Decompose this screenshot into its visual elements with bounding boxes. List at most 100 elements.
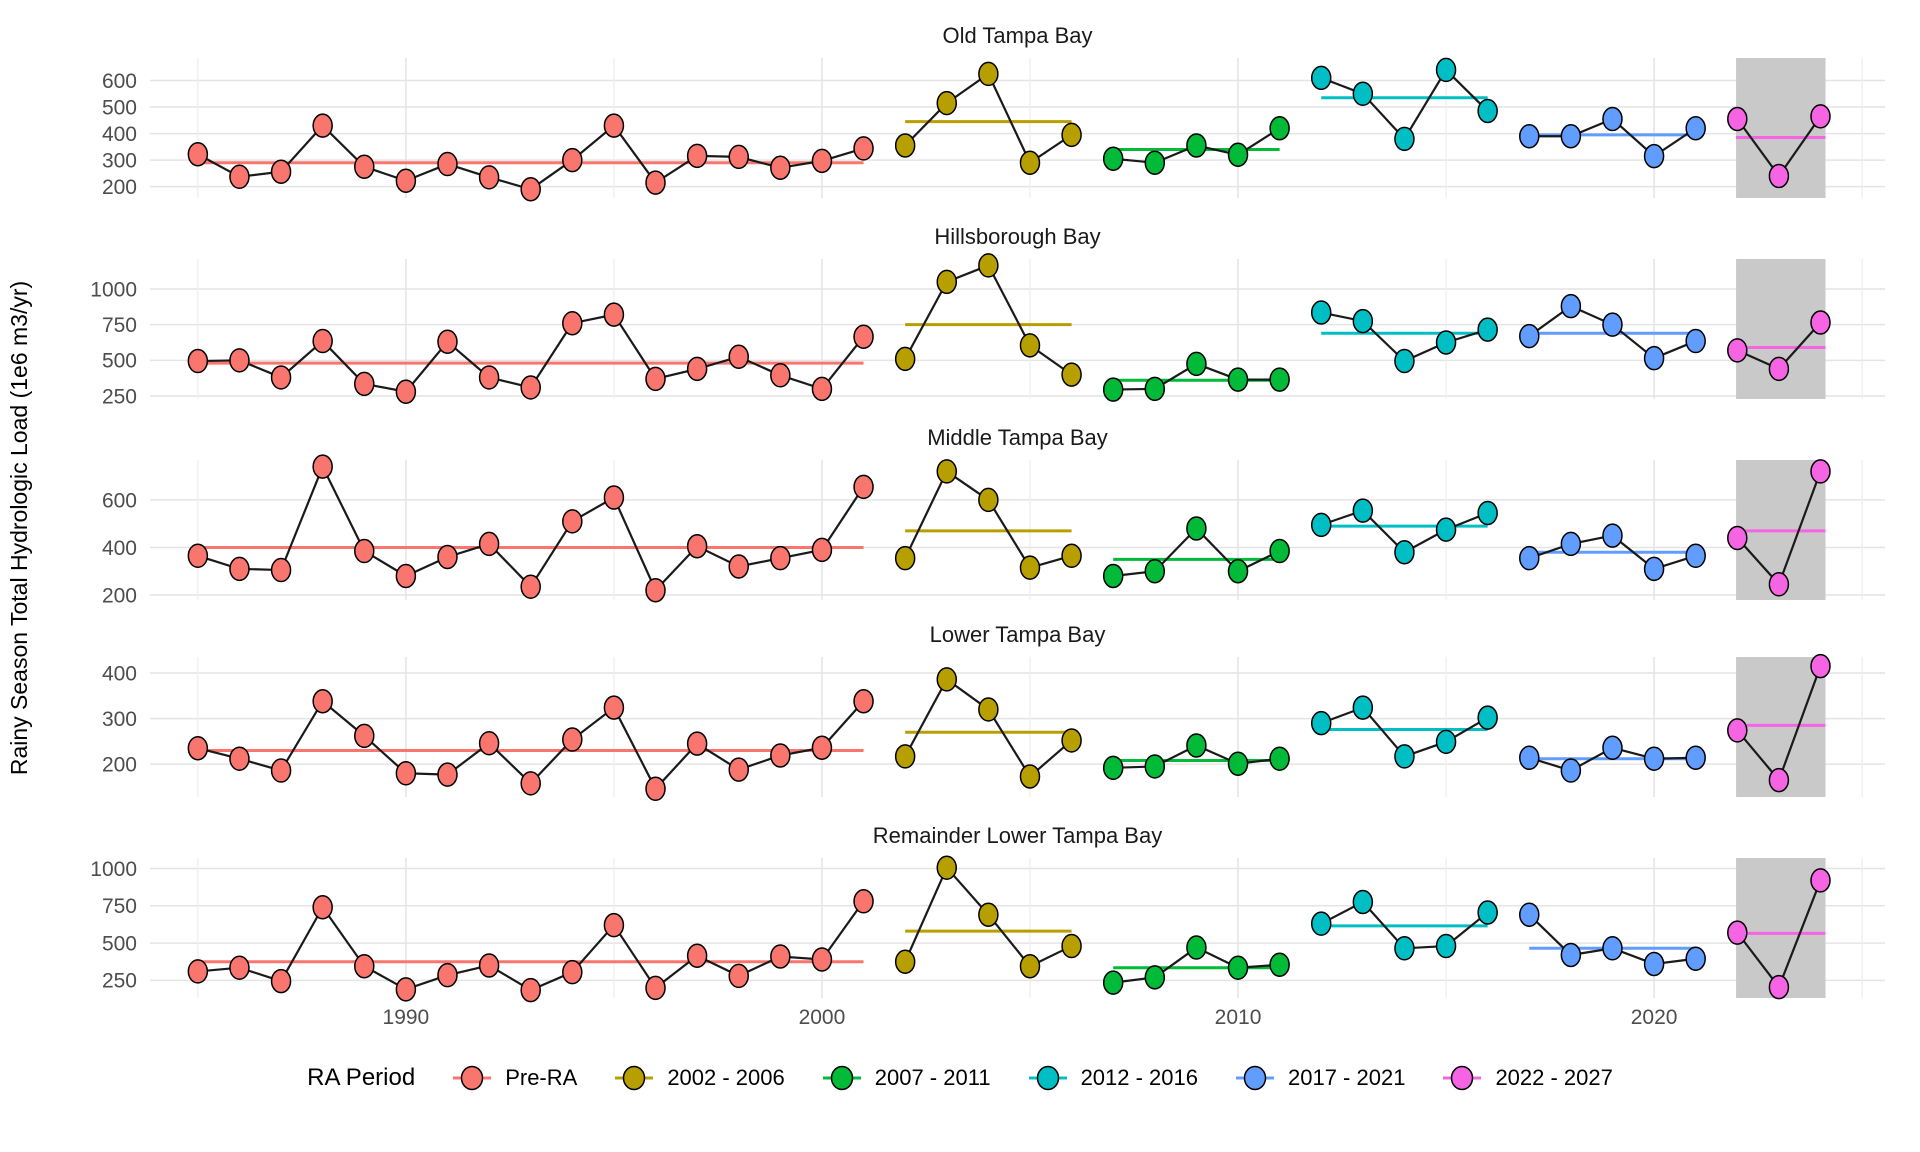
data-point bbox=[1519, 902, 1540, 927]
data-point bbox=[1102, 563, 1124, 589]
data-point bbox=[1394, 126, 1415, 152]
data-point bbox=[1227, 751, 1249, 776]
data-point bbox=[1685, 745, 1706, 771]
legend-key-icon bbox=[1236, 1065, 1274, 1091]
data-point bbox=[603, 695, 625, 720]
data-point bbox=[437, 151, 458, 177]
data-point bbox=[1435, 729, 1457, 755]
data-point bbox=[1019, 764, 1041, 789]
data-point bbox=[1602, 936, 1623, 961]
legend-key-icon bbox=[1443, 1065, 1482, 1091]
data-point bbox=[1144, 150, 1166, 175]
data-point bbox=[853, 136, 874, 161]
data-point bbox=[229, 348, 250, 373]
data-point bbox=[894, 744, 916, 769]
data-line bbox=[904, 264, 1073, 376]
data-point bbox=[354, 723, 375, 749]
data-point bbox=[1227, 367, 1249, 392]
data-point bbox=[187, 959, 209, 984]
data-point bbox=[936, 269, 958, 295]
data-point bbox=[728, 554, 749, 579]
y-tick-label: 400 bbox=[102, 537, 137, 560]
data-point bbox=[312, 895, 333, 920]
data-point bbox=[1643, 951, 1665, 977]
x-tick-label: 2000 bbox=[799, 1006, 846, 1029]
data-point bbox=[312, 454, 333, 479]
data-point bbox=[686, 143, 708, 169]
data-point bbox=[1227, 142, 1249, 168]
data-point bbox=[1560, 123, 1582, 149]
data-point bbox=[1144, 965, 1166, 990]
data-point bbox=[270, 557, 292, 583]
data-point bbox=[936, 90, 958, 116]
data-point bbox=[1102, 755, 1124, 781]
data-point bbox=[1144, 754, 1166, 779]
data-point bbox=[312, 328, 333, 354]
data-point bbox=[1519, 545, 1540, 571]
data-point bbox=[354, 953, 375, 979]
data-point bbox=[562, 727, 583, 752]
y-tick-label: 600 bbox=[102, 70, 137, 93]
data-point bbox=[229, 556, 250, 582]
data-point bbox=[728, 144, 749, 170]
data-point bbox=[1768, 974, 1790, 1000]
data-line bbox=[197, 900, 865, 992]
legend-entry: 2007 - 2011 bbox=[821, 1063, 991, 1093]
data-point bbox=[1768, 356, 1790, 382]
data-point bbox=[1061, 933, 1082, 959]
y-tick-label: 300 bbox=[102, 149, 137, 172]
data-point bbox=[395, 761, 417, 786]
data-point bbox=[1310, 710, 1332, 736]
data-point bbox=[478, 953, 500, 978]
data-point bbox=[1768, 163, 1790, 189]
y-tick-label: 1000 bbox=[90, 858, 137, 881]
data-point bbox=[437, 962, 458, 988]
data-point bbox=[437, 329, 458, 355]
data-point bbox=[686, 534, 708, 559]
data-point bbox=[1435, 57, 1457, 83]
data-point bbox=[354, 538, 375, 564]
data-point bbox=[1810, 868, 1831, 893]
data-point bbox=[1186, 733, 1207, 758]
data-point bbox=[520, 177, 541, 202]
data-point bbox=[1186, 351, 1207, 377]
data-point bbox=[978, 697, 999, 722]
data-point bbox=[478, 531, 500, 557]
data-point bbox=[562, 310, 583, 336]
data-point bbox=[894, 949, 916, 974]
data-point bbox=[811, 537, 833, 563]
legend-key-icon bbox=[822, 1065, 861, 1091]
facet-title: Remainder Lower Tampa Bay bbox=[873, 823, 1162, 848]
y-tick-label: 200 bbox=[102, 584, 137, 607]
legend-entry: 2017 - 2021 bbox=[1234, 1063, 1405, 1093]
y-tick-label: 250 bbox=[102, 970, 137, 993]
data-point bbox=[312, 688, 333, 714]
data-point bbox=[1310, 65, 1332, 91]
data-point bbox=[1560, 942, 1582, 968]
data-point bbox=[1102, 146, 1124, 172]
data-point bbox=[1477, 500, 1498, 526]
data-point bbox=[562, 959, 583, 985]
data-point bbox=[1727, 718, 1748, 743]
data-point bbox=[187, 735, 209, 761]
data-point bbox=[229, 746, 250, 771]
data-point bbox=[270, 159, 292, 184]
x-tick-label: 1990 bbox=[383, 1006, 430, 1029]
data-point bbox=[1352, 889, 1374, 915]
data-point bbox=[520, 771, 541, 796]
data-point bbox=[770, 363, 791, 388]
data-point bbox=[395, 379, 417, 404]
facet-title: Hillsborough Bay bbox=[934, 224, 1100, 249]
y-tick-label: 500 bbox=[102, 350, 137, 373]
data-point bbox=[1727, 106, 1748, 132]
data-point bbox=[1394, 348, 1415, 374]
data-point bbox=[1560, 531, 1582, 557]
legend-entry: Pre-RA bbox=[451, 1063, 577, 1093]
data-point bbox=[686, 731, 708, 756]
data-point bbox=[354, 154, 375, 179]
data-point bbox=[520, 375, 541, 400]
data-point bbox=[1352, 498, 1374, 523]
data-point bbox=[478, 165, 500, 190]
